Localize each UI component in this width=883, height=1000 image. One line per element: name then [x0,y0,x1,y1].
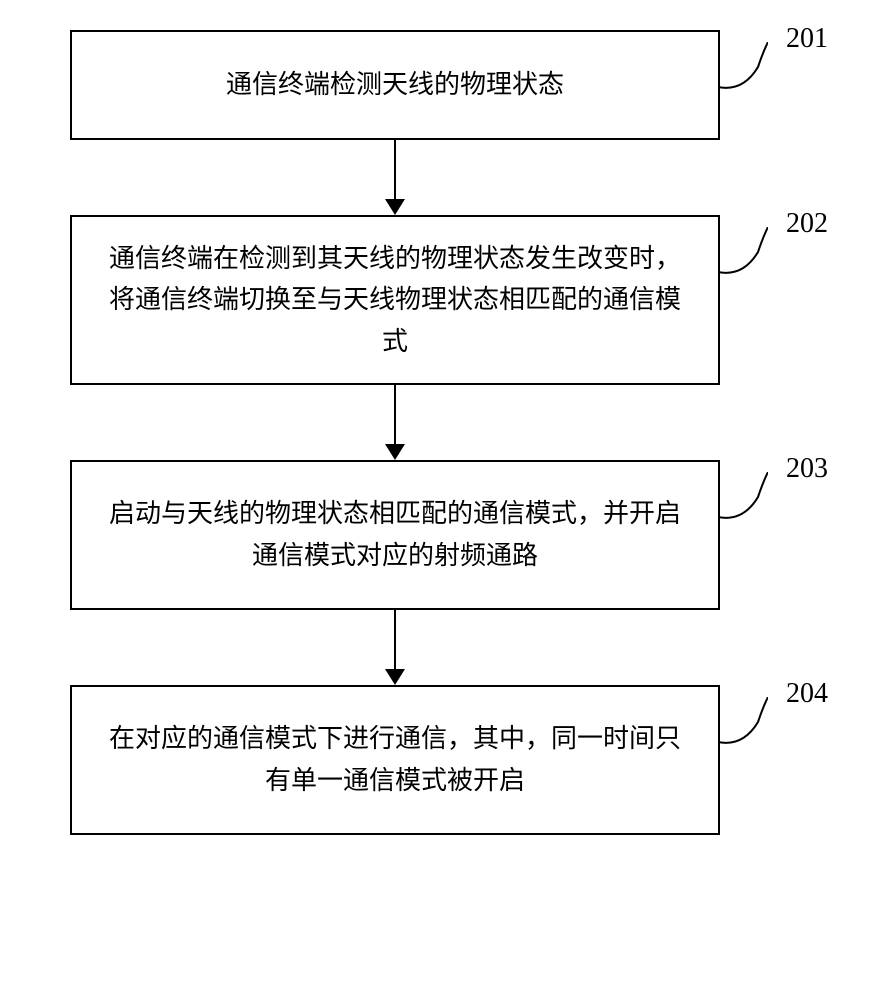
step-text: 启动与天线的物理状态相匹配的通信模式，并开启通信模式对应的射频通路 [102,493,688,576]
connector-curve-icon [718,227,768,282]
arrow-line-icon [394,140,396,200]
arrow-connector [70,385,720,460]
step-label: 204 [786,672,828,717]
step-text: 通信终端在检测到其天线的物理状态发生改变时，将通信终端切换至与天线物理状态相匹配… [102,238,688,363]
arrow-connector [70,610,720,685]
step-box-202: 通信终端在检测到其天线的物理状态发生改变时，将通信终端切换至与天线物理状态相匹配… [70,215,720,385]
connector-curve-icon [718,697,768,752]
connector-curve-icon [718,42,768,97]
step-label: 201 [786,17,828,62]
arrow-line-icon [394,385,396,445]
step-box-204: 在对应的通信模式下进行通信，其中，同一时间只有单一通信模式被开启 204 [70,685,720,835]
step-text: 在对应的通信模式下进行通信，其中，同一时间只有单一通信模式被开启 [102,718,688,801]
arrow-head-icon [385,669,405,685]
step-box-203: 启动与天线的物理状态相匹配的通信模式，并开启通信模式对应的射频通路 203 [70,460,720,610]
flowchart-container: 通信终端检测天线的物理状态 201 通信终端在检测到其天线的物理状态发生改变时，… [50,30,833,835]
step-box-201: 通信终端检测天线的物理状态 201 [70,30,720,140]
connector-curve-icon [718,472,768,527]
arrow-line-icon [394,610,396,670]
arrow-connector [70,140,720,215]
step-label: 202 [786,202,828,247]
arrow-head-icon [385,199,405,215]
step-text: 通信终端检测天线的物理状态 [226,64,564,106]
step-label: 203 [786,447,828,492]
arrow-head-icon [385,444,405,460]
